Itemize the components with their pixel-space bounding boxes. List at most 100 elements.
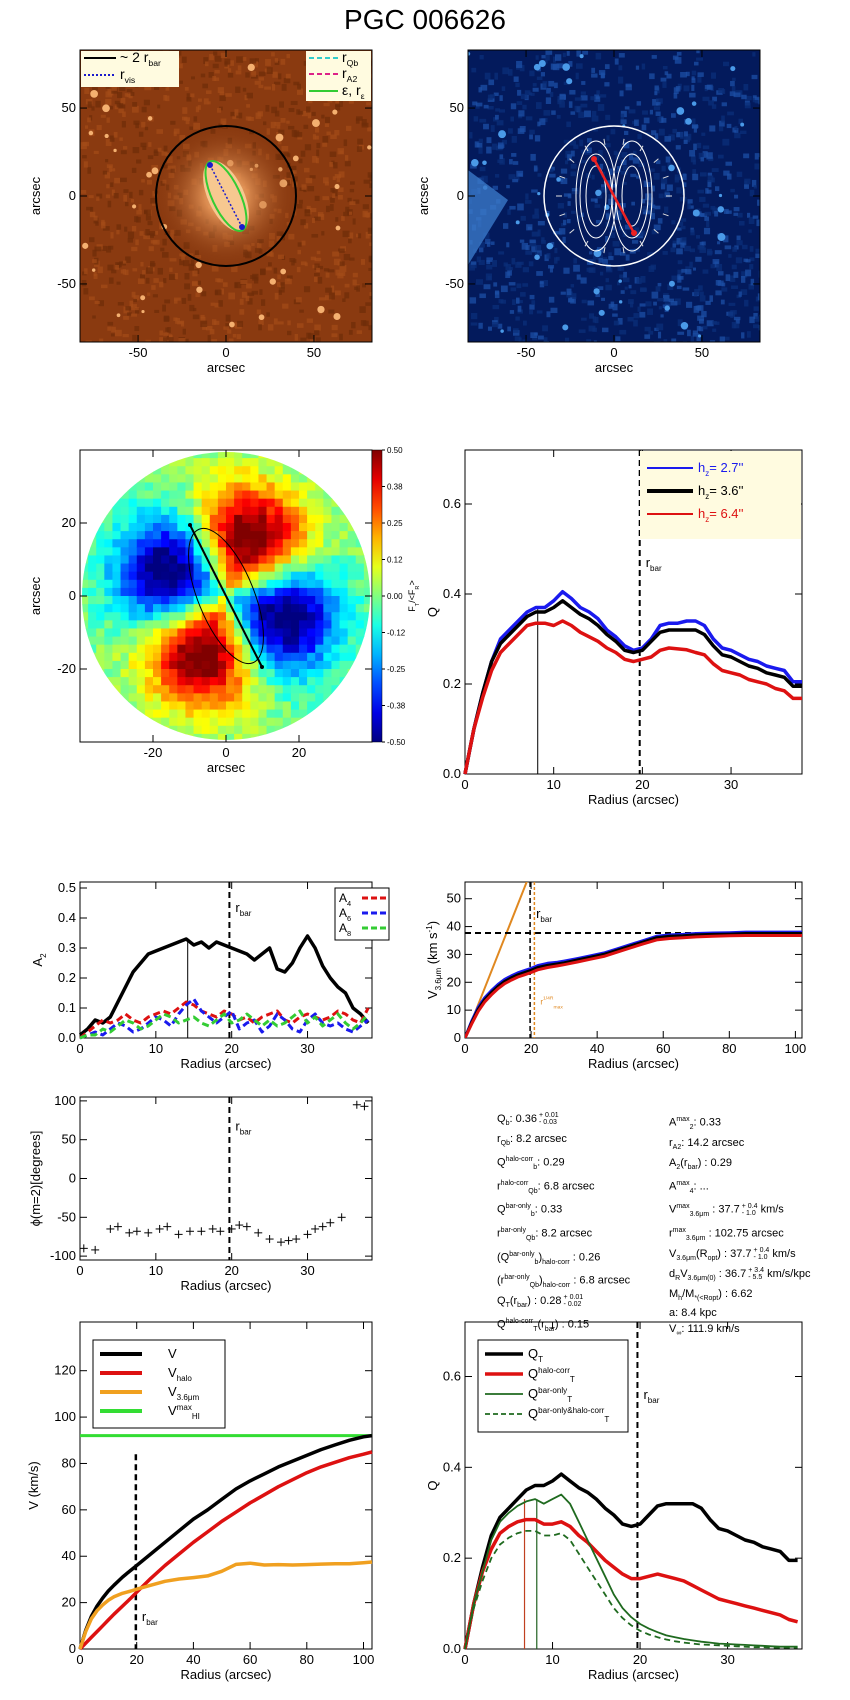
- image-pixel: [590, 96, 596, 101]
- heatmap-cell: [112, 466, 122, 475]
- image-pixel: [535, 102, 542, 109]
- data-point: [235, 1221, 244, 1230]
- image-pixel: [563, 81, 569, 85]
- heatmap-cell: [355, 717, 365, 727]
- x-tick-label: 20: [635, 777, 649, 792]
- image-pixel: [154, 230, 159, 235]
- image-pixel: [361, 122, 369, 128]
- heatmap-cell: [128, 669, 138, 678]
- image-pixel: [234, 281, 242, 289]
- image-pixel: [127, 312, 132, 316]
- image-pixel: [249, 58, 257, 64]
- heatmap-cell: [209, 685, 219, 694]
- image-pixel: [633, 313, 639, 319]
- heatmap-cell: [299, 555, 308, 565]
- heatmap-cell: [282, 628, 292, 638]
- image-pixel: [639, 303, 646, 307]
- image-pixel: [559, 101, 565, 108]
- heatmap-cell: [104, 701, 113, 711]
- heatmap-cell: [136, 490, 146, 500]
- heatmap-cell: [258, 587, 268, 597]
- image-pixel: [360, 259, 366, 265]
- legend-label: A4: [339, 891, 351, 908]
- heatmap-cell: [112, 701, 122, 711]
- heatmap-cell: [226, 693, 235, 702]
- parameter-text: km/s: [757, 1203, 784, 1216]
- heatmap-cell: [331, 458, 341, 467]
- image-pixel: [307, 185, 315, 192]
- image-pixel: [235, 86, 241, 93]
- image-pixel: [123, 260, 127, 264]
- image-pixel: [284, 278, 292, 285]
- heatmap-cell: [250, 644, 259, 654]
- image-pixel: [622, 181, 627, 185]
- heatmap-cell: [185, 725, 195, 735]
- heatmap-cell: [226, 685, 235, 694]
- parameter-text: ): [538, 1251, 543, 1264]
- image-pixel: [307, 111, 312, 119]
- heatmap-cell: [363, 579, 370, 589]
- contour-tick: [639, 145, 644, 152]
- image-pixel: [734, 126, 738, 131]
- image-pixel: [605, 278, 609, 283]
- image-pixel: [276, 125, 281, 129]
- image-pixel: [664, 192, 671, 198]
- uncertainty: + 0.01- 0.02: [563, 1293, 584, 1308]
- heatmap-cell: [128, 523, 138, 532]
- image-pixel: [595, 219, 602, 224]
- x-tick-label: 0: [461, 1652, 468, 1667]
- heatmap-cell: [82, 539, 89, 548]
- image-pixel: [278, 73, 282, 80]
- image-pixel: [153, 278, 159, 283]
- heatmap-cell: [96, 628, 105, 638]
- x-axis-label: Radius (arcsec): [588, 1056, 679, 1071]
- heatmap-cell: [136, 458, 146, 467]
- image-pixel: [301, 240, 306, 246]
- image-pixel: [656, 98, 663, 104]
- image-pixel: [213, 51, 218, 56]
- heatmap-cell: [88, 490, 97, 500]
- heatmap-cell: [242, 644, 251, 654]
- heatmap-cell: [177, 498, 186, 508]
- heatmap-cell: [193, 579, 203, 589]
- image-pixel: [139, 274, 145, 280]
- heatmap-cell: [161, 482, 170, 492]
- parameter-row: rmax3.6μm : 102.75 arcsec: [669, 1223, 810, 1247]
- heatmap-cell: [128, 693, 138, 702]
- image-pixel: [239, 298, 244, 305]
- image-pixel: [535, 55, 539, 60]
- image-pixel: [314, 195, 320, 201]
- heatmap-cell: [331, 539, 341, 548]
- image-pixel: [111, 326, 116, 333]
- image-pixel: [680, 237, 687, 243]
- image-pixel: [611, 226, 615, 231]
- image-pixel: [719, 336, 725, 342]
- heatmap-cell: [242, 474, 251, 483]
- image-pixel: [106, 184, 110, 189]
- image-pixel: [699, 247, 707, 253]
- image-star: [151, 167, 159, 175]
- heatmap-cell: [96, 571, 105, 581]
- heatmap-cell: [88, 514, 97, 524]
- image-pixel: [733, 316, 741, 321]
- heatmap-cell: [282, 482, 292, 492]
- image-pixel: [230, 111, 235, 117]
- image-pixel: [316, 250, 321, 255]
- heatmap-cell: [339, 660, 349, 670]
- heatmap-cell: [274, 587, 284, 597]
- y-tick-label: -100: [50, 1248, 76, 1263]
- image-pixel: [635, 65, 640, 70]
- image-star: [668, 280, 675, 287]
- image-pixel: [699, 196, 706, 202]
- heatmap-cell: [258, 709, 268, 719]
- image-pixel: [664, 206, 669, 214]
- y-tick-label: 20: [62, 515, 76, 530]
- image-pixel: [591, 341, 596, 342]
- heatmap-cell: [96, 733, 105, 740]
- image-pixel: [185, 119, 190, 125]
- heatmap-cell: [355, 612, 365, 621]
- parameter-text: r: [497, 1227, 501, 1240]
- heatmap-cell: [144, 733, 154, 740]
- contour-tick: [559, 213, 566, 217]
- image-pixel: [511, 258, 516, 265]
